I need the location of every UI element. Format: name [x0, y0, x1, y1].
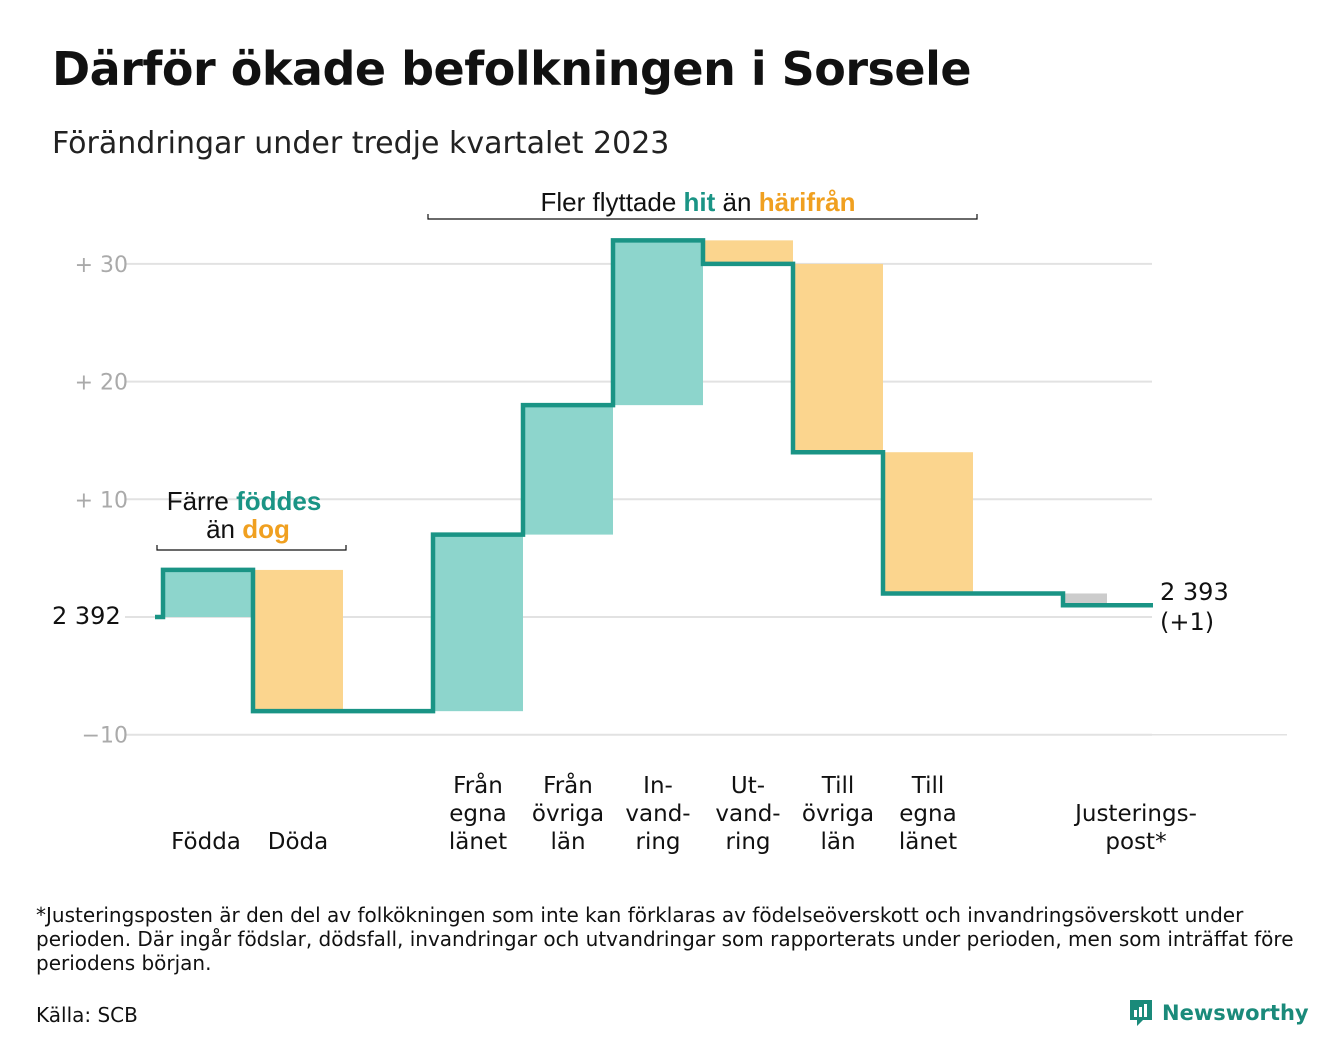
category-label: Justerings-post* — [1073, 801, 1197, 855]
y-tick-label: + 30 — [75, 253, 128, 278]
newsworthy-bar-chart-icon — [1130, 1000, 1152, 1026]
bar-justeringspost- — [1065, 593, 1107, 606]
brand-logo: Newsworthy — [1128, 998, 1309, 1028]
category-labels: Födda Döda Från egna länet Från övriga län In-va… — [171, 771, 1197, 855]
start-value-label: 2 392 — [52, 602, 121, 630]
category-label: Till övriga län — [802, 773, 874, 855]
end-value-change: (+1) — [1160, 608, 1214, 636]
cumulative-step-line — [155, 238, 1153, 714]
brand-name: Newsworthy — [1162, 1001, 1309, 1025]
category-label: Från egna länet — [449, 771, 507, 855]
bar-från-övriga-län — [523, 405, 613, 535]
waterfall-chart: + 30 + 20 + 10 −10 Födda Döda Från egna länet Fr… — [52, 187, 1287, 855]
chart-subtitle: Förändringar under tredje kvartalet 2023 — [52, 126, 670, 161]
category-label: Födda — [171, 829, 241, 855]
y-tick-label: + 20 — [75, 371, 128, 396]
end-value-label: 2 393 (+1) — [1160, 578, 1236, 636]
bar-till-övriga-län — [793, 263, 883, 453]
category-label: Ut-vand-ring — [715, 773, 780, 855]
bar-invandring — [613, 240, 703, 406]
category-label: Döda — [268, 829, 328, 855]
end-value: 2 393 — [1160, 578, 1229, 606]
y-tick-labels: + 30 + 20 + 10 −10 — [75, 253, 128, 749]
source-credit: Källa: SCB — [36, 1003, 138, 1027]
y-tick-label: + 10 — [75, 488, 128, 513]
chart-title: Därför ökade befolkningen i Sorsele — [52, 42, 972, 96]
category-label: Till egna länet — [899, 773, 957, 855]
bar-döda — [253, 569, 343, 712]
migration-annotation: Fler flyttade hit än härifrån — [427, 187, 978, 220]
y-tick-label: −10 — [82, 724, 128, 749]
bar-från-egna-länet — [433, 534, 523, 712]
bar-till-egna-länet — [883, 452, 973, 594]
bar-födda — [163, 569, 253, 617]
category-label: Från övriga län — [532, 771, 604, 855]
svg-text:Färre föddes: Färre föddes — [167, 486, 322, 516]
footnote: *Justeringsposten är den del av folkökni… — [36, 903, 1294, 975]
births-annotation: Färre föddes än dog — [156, 486, 347, 551]
svg-text:Fler flyttade hit: Fler flyttade hit än härifrån — [540, 187, 855, 217]
bars — [163, 240, 1107, 712]
bar-utvandring — [703, 240, 793, 264]
svg-text:än dog: än dog — [206, 514, 290, 544]
category-label: In-vand-ring — [625, 773, 690, 855]
